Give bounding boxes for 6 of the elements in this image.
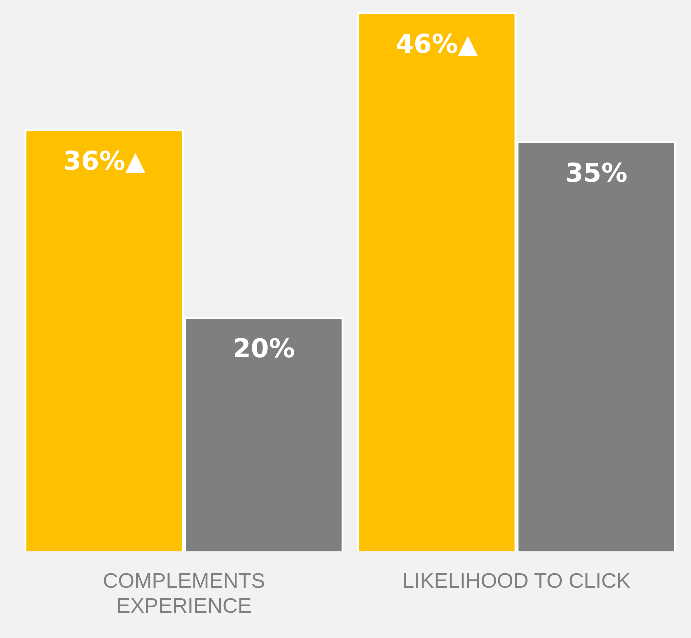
data-label: 20%: [232, 334, 296, 365]
data-label: 35%: [565, 158, 628, 189]
data-label: 36%▲: [63, 147, 146, 178]
data-label: 46%▲: [396, 30, 478, 60]
x-tick-label: LIKELIHOOD TO CLICK: [402, 570, 631, 593]
x-tick-label: COMPLEMENTS EXPERIENCE: [103, 570, 266, 618]
